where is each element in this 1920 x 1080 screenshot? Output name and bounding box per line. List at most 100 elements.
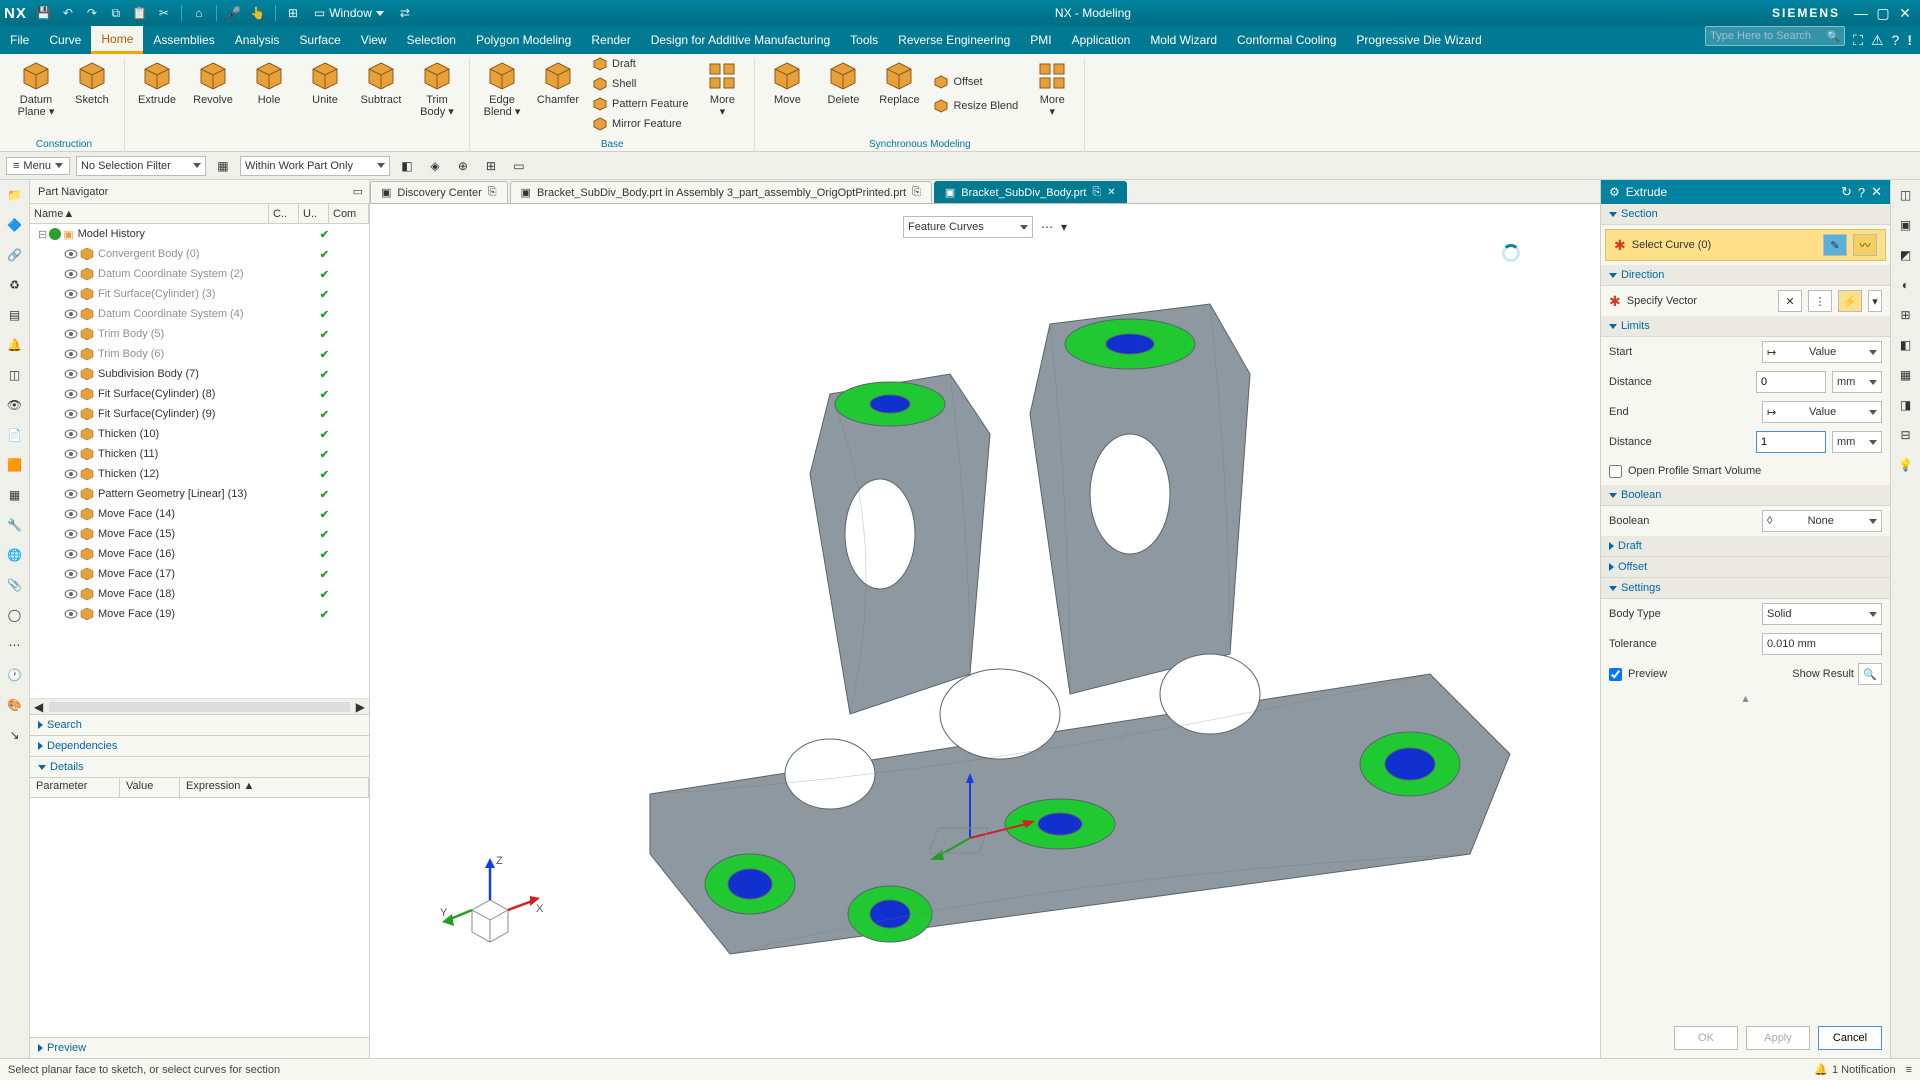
notification-bell-icon[interactable]: 🔔: [1814, 1063, 1828, 1076]
filter-btn-5[interactable]: ▭: [508, 156, 530, 176]
ribbon-chamfer[interactable]: Chamfer: [532, 58, 584, 108]
close-icon[interactable]: ✕: [1894, 2, 1916, 24]
vector-x-icon[interactable]: ✕: [1778, 290, 1802, 312]
scope-filter-dropdown[interactable]: Within Work Part Only: [240, 156, 390, 176]
menu-surface[interactable]: Surface: [289, 26, 350, 54]
tree-item[interactable]: Thicken (11) ✔: [30, 444, 369, 464]
section-dependencies[interactable]: Dependencies: [30, 735, 369, 756]
cut-icon[interactable]: ✂: [155, 4, 173, 22]
menu-mold-wizard[interactable]: Mold Wizard: [1140, 26, 1227, 54]
notification-label[interactable]: 1 Notification: [1832, 1064, 1896, 1076]
tree-item[interactable]: Move Face (17) ✔: [30, 564, 369, 584]
ribbon-shell[interactable]: Shell: [588, 75, 692, 93]
rail-clock-icon[interactable]: 🕐: [4, 664, 26, 686]
section-preview[interactable]: Preview: [30, 1037, 369, 1058]
tree-item[interactable]: Fit Surface(Cylinder) (8) ✔: [30, 384, 369, 404]
col-parameter[interactable]: Parameter: [30, 778, 120, 797]
tree-item[interactable]: Move Face (18) ✔: [30, 584, 369, 604]
menu-button[interactable]: ≡ Menu: [6, 157, 70, 175]
doc-tab[interactable]: ▣Bracket_SubDiv_Body.prt in Assembly 3_p…: [510, 181, 932, 203]
tolerance-input[interactable]: 0.010 mm: [1762, 633, 1882, 655]
vp-more-icon[interactable]: ⋯: [1041, 220, 1053, 234]
cancel-button[interactable]: Cancel: [1818, 1026, 1882, 1050]
menu-application[interactable]: Application: [1062, 26, 1141, 54]
vector-auto-icon[interactable]: ⚡: [1838, 290, 1862, 312]
window-menu[interactable]: ▭Window: [308, 4, 390, 22]
curve-icon[interactable]: 〰: [1853, 234, 1877, 256]
menu-curve[interactable]: Curve: [39, 26, 91, 54]
menu-assemblies[interactable]: Assemblies: [143, 26, 224, 54]
ribbon-more[interactable]: More▾: [696, 58, 748, 120]
rail-nav-icon[interactable]: 📁: [4, 184, 26, 206]
rail-assembly-icon[interactable]: 🔷: [4, 214, 26, 236]
tree-item[interactable]: Fit Surface(Cylinder) (3) ✔: [30, 284, 369, 304]
ribbon-resize-blend[interactable]: Resize Blend: [929, 95, 1022, 117]
ribbon-sketch[interactable]: Sketch: [66, 58, 118, 108]
rr-cube2-icon[interactable]: ▣: [1895, 214, 1917, 236]
section-draft[interactable]: Draft: [1601, 536, 1890, 557]
tree-item[interactable]: Move Face (16) ✔: [30, 544, 369, 564]
collapse-handle-icon[interactable]: ▴: [1601, 689, 1890, 707]
rail-color-icon[interactable]: 🟧: [4, 454, 26, 476]
open-profile-checkbox[interactable]: [1609, 465, 1622, 478]
rail-arrow-icon[interactable]: ↘: [4, 724, 26, 746]
tree-item[interactable]: Subdivision Body (7) ✔: [30, 364, 369, 384]
help-icon[interactable]: ?: [1892, 32, 1900, 48]
maximize-icon[interactable]: ▢: [1872, 2, 1894, 24]
rail-palette-icon[interactable]: 🎨: [4, 694, 26, 716]
show-result-icon[interactable]: 🔍: [1858, 663, 1882, 685]
tree-item[interactable]: Datum Coordinate System (2) ✔: [30, 264, 369, 284]
rail-layer-icon[interactable]: ▤: [4, 304, 26, 326]
viewport[interactable]: Feature Curves ⋯ ▾: [370, 204, 1600, 1058]
menu-selection[interactable]: Selection: [397, 26, 466, 54]
minimize-icon[interactable]: —: [1850, 2, 1872, 24]
tree-root[interactable]: ⊟ ▣ Model History ✔: [30, 224, 369, 244]
rr-cube3-icon[interactable]: ◩: [1895, 244, 1917, 266]
rr-section-icon[interactable]: ⊟: [1895, 424, 1917, 446]
selection-filter-dropdown[interactable]: No Selection Filter: [76, 156, 206, 176]
end-type-dropdown[interactable]: ↦ Value: [1762, 401, 1882, 423]
tree-item[interactable]: Move Face (14) ✔: [30, 504, 369, 524]
rr-wire-icon[interactable]: ⊞: [1895, 304, 1917, 326]
doc-tab[interactable]: ▣Discovery Center⎘: [370, 181, 508, 203]
warning-icon[interactable]: ⚠: [1871, 32, 1884, 49]
col-value[interactable]: Value: [120, 778, 180, 797]
tab-pin-icon[interactable]: ⎘: [488, 186, 497, 199]
rr-hidden-icon[interactable]: ▦: [1895, 364, 1917, 386]
section-limits[interactable]: Limits: [1601, 316, 1890, 337]
tree-item[interactable]: Trim Body (5) ✔: [30, 324, 369, 344]
menu-design-for-additive-manufacturing[interactable]: Design for Additive Manufacturing: [641, 26, 840, 54]
doc-tab[interactable]: ▣Bracket_SubDiv_Body.prt⎘✕: [934, 181, 1127, 203]
end-unit-dropdown[interactable]: mm: [1832, 431, 1882, 453]
curve-rule-dropdown[interactable]: Feature Curves: [903, 216, 1033, 238]
section-offset[interactable]: Offset: [1601, 557, 1890, 578]
ribbon-replace[interactable]: Replace: [873, 58, 925, 108]
start-type-dropdown[interactable]: ↦ Value: [1762, 341, 1882, 363]
paste-icon[interactable]: 📋: [131, 4, 149, 22]
apply-button[interactable]: Apply: [1746, 1026, 1810, 1050]
tab-pin-icon[interactable]: ⎘: [912, 186, 921, 199]
filter-btn-3[interactable]: ⊕: [452, 156, 474, 176]
tree-item[interactable]: Thicken (12) ✔: [30, 464, 369, 484]
info-icon[interactable]: !: [1907, 32, 1912, 48]
ribbon-extrude[interactable]: Extrude: [131, 58, 183, 108]
copy-icon[interactable]: ⧉: [107, 4, 125, 22]
filter-btn-1[interactable]: ◧: [396, 156, 418, 176]
filter-icon[interactable]: ▦: [212, 156, 234, 176]
reset-icon[interactable]: ↻: [1841, 184, 1852, 200]
rail-reuse-icon[interactable]: ♻: [4, 274, 26, 296]
rail-view-icon[interactable]: 👁: [4, 394, 26, 416]
rr-shade-icon[interactable]: ◐: [1895, 274, 1917, 296]
ribbon-more[interactable]: More▾: [1026, 58, 1078, 120]
tree-hscroll[interactable]: ◀▶: [30, 698, 369, 714]
ribbon-offset[interactable]: Offset: [929, 71, 1022, 93]
section-boolean[interactable]: Boolean: [1601, 485, 1890, 506]
rail-circle-icon[interactable]: ◯: [4, 604, 26, 626]
menu-render[interactable]: Render: [581, 26, 640, 54]
rail-bell-icon[interactable]: 🔔: [4, 334, 26, 356]
dialog-close-icon[interactable]: ✕: [1871, 184, 1882, 200]
ribbon-hole[interactable]: Hole: [243, 58, 295, 108]
section-settings[interactable]: Settings: [1601, 578, 1890, 599]
menu-progressive-die-wizard[interactable]: Progressive Die Wizard: [1346, 26, 1491, 54]
rail-stack-icon[interactable]: ▦: [4, 484, 26, 506]
